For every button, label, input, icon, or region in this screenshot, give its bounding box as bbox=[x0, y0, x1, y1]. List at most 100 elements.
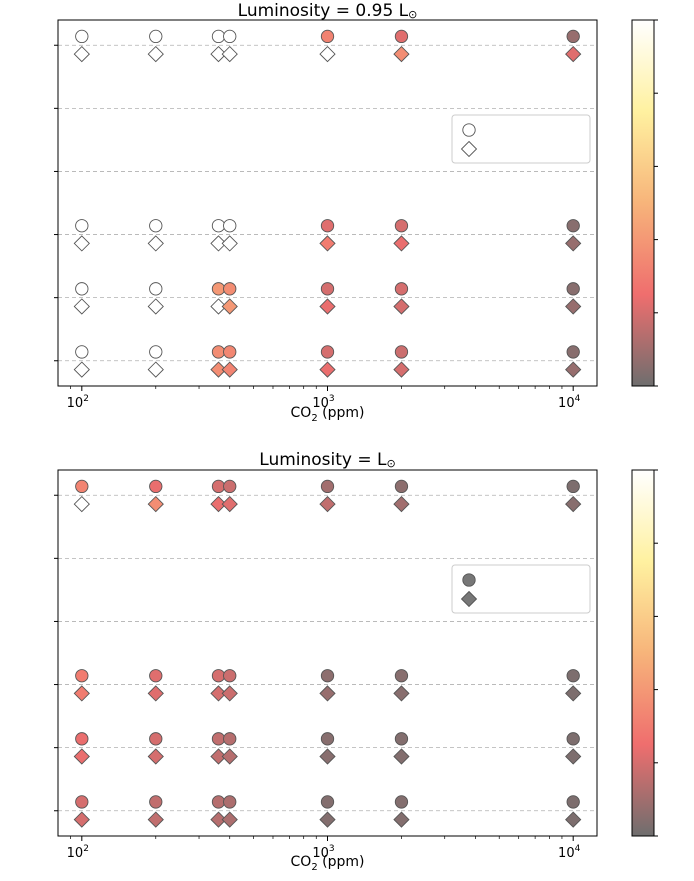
chart-2-rodinia-point bbox=[147, 685, 164, 702]
chart-1-rodinia-point bbox=[393, 298, 410, 315]
chart-2-modern-earth-point bbox=[211, 669, 226, 683]
chart-1-x-axis-label-main: CO bbox=[291, 405, 312, 421]
chart-2-modern-earth-point bbox=[75, 795, 89, 809]
chart-2-rodinia-point bbox=[147, 811, 164, 828]
chart-2-modern-earth-point bbox=[149, 795, 163, 809]
chart-1-rodinia-point bbox=[319, 298, 336, 315]
chart-2-rodinia-point bbox=[73, 748, 90, 765]
chart-2-title: Luminosity = L⊙ bbox=[259, 450, 395, 470]
chart-1-rodinia-point bbox=[147, 361, 164, 378]
chart-2-rodinia-point bbox=[73, 495, 90, 513]
chart-2-rodinia-point bbox=[565, 495, 582, 513]
chart-2-modern-earth-point bbox=[566, 669, 580, 683]
chart-2-modern-earth-point bbox=[566, 479, 580, 494]
chart-1-modern-earth-point bbox=[75, 345, 89, 359]
chart-2-rodinia-point bbox=[565, 811, 582, 828]
chart-1-rodinia-point bbox=[73, 298, 90, 315]
chart-1-modern-earth-point bbox=[394, 29, 409, 44]
chart-1-modern-earth-point bbox=[149, 219, 163, 233]
chart-2-colorbar bbox=[631, 469, 658, 837]
chart-1-x-axis-label-sub: 2 bbox=[311, 413, 317, 424]
chart-2-colorbar-gradient bbox=[631, 469, 655, 837]
chart-1-rodinia-point bbox=[565, 235, 582, 252]
chart-1-rodinia-point bbox=[210, 298, 227, 315]
chart-1-rodinia-point bbox=[393, 45, 410, 63]
chart-1-rodinia-point bbox=[210, 361, 227, 378]
chart-2-rodinia-point bbox=[565, 685, 582, 702]
chart-1-rodinia-point bbox=[319, 361, 336, 378]
chart-1-modern-earth-point bbox=[566, 219, 580, 233]
chart-2-x-tick-label: 104 bbox=[558, 844, 581, 861]
chart-2-modern-earth-point bbox=[223, 795, 237, 809]
chart-1-title-text: Luminosity = 0.95 L bbox=[238, 1, 409, 21]
chart-2-modern-earth-point bbox=[566, 732, 580, 746]
chart-1-plot-area bbox=[58, 20, 597, 386]
chart-1-modern-earth-point bbox=[566, 29, 580, 44]
chart-1-modern-earth-point bbox=[566, 345, 580, 359]
chart-1-modern-earth-point bbox=[211, 345, 226, 359]
chart-1-modern-earth-point bbox=[211, 282, 226, 296]
chart-1-rodinia-point bbox=[147, 235, 164, 252]
chart-2-rodinia-point bbox=[221, 495, 238, 513]
chart-2-x-tick-exp: 4 bbox=[575, 844, 581, 854]
chart-2-modern-earth-point bbox=[320, 669, 335, 683]
chart-1-modern-earth-point bbox=[149, 345, 163, 359]
chart-1-x-tick-base: 10 bbox=[558, 396, 575, 411]
chart-2-legend-box bbox=[451, 564, 591, 614]
chart-1-x-tick-label: 103 bbox=[312, 394, 334, 411]
chart-1-rodinia-point bbox=[73, 45, 90, 63]
chart-1-modern-earth-point bbox=[320, 29, 335, 44]
chart-2-modern-earth-point bbox=[149, 732, 163, 746]
chart-1-rodinia-point bbox=[147, 45, 164, 63]
chart-1-x-axis-label-unit: (ppm) bbox=[318, 405, 365, 421]
chart-1-modern-earth-point bbox=[149, 29, 163, 44]
chart-1-modern-earth-point bbox=[211, 29, 226, 44]
chart-1-title-sun-symbol: ⊙ bbox=[408, 8, 417, 21]
chart-2-legend-rodinia-marker bbox=[460, 590, 478, 608]
chart-1-rodinia-point bbox=[221, 235, 238, 252]
chart-1-rodinia-point bbox=[393, 235, 410, 252]
chart-1-x-tick-exp: 2 bbox=[83, 394, 89, 404]
chart-1-legend-box bbox=[451, 114, 591, 164]
chart-2-rodinia-point bbox=[393, 811, 410, 828]
chart-1-x-tick-label: 104 bbox=[558, 394, 581, 411]
chart-2-modern-earth-point bbox=[394, 669, 409, 683]
chart-2-axes-frame bbox=[57, 469, 598, 837]
chart-2-modern-earth-point bbox=[223, 732, 237, 746]
chart-2-rodinia-point bbox=[210, 811, 227, 828]
chart-1-modern-earth-point bbox=[320, 345, 335, 359]
chart-2-x-tick-label: 102 bbox=[67, 844, 89, 861]
chart-1-modern-earth-point bbox=[320, 219, 335, 233]
chart-2-modern-earth-point bbox=[320, 795, 335, 809]
chart-1-rodinia-point bbox=[147, 298, 164, 315]
chart-1-colorbar bbox=[631, 19, 658, 387]
chart-2-x-axis-label: CO2 (ppm) bbox=[291, 854, 365, 873]
chart-2-x-tick-base: 10 bbox=[312, 846, 329, 861]
chart-2-modern-earth-point bbox=[394, 732, 409, 746]
chart-1-modern-earth-point bbox=[394, 282, 409, 296]
chart-1-modern-earth-point bbox=[75, 282, 89, 296]
chart-2-modern-earth-point bbox=[566, 795, 580, 809]
chart-1-modern-earth-point bbox=[394, 345, 409, 359]
chart-2-rodinia-point bbox=[221, 748, 238, 765]
chart-1-axes-frame bbox=[57, 19, 598, 387]
chart-2-rodinia-point bbox=[319, 748, 336, 765]
chart-2-modern-earth-point bbox=[75, 479, 89, 494]
chart-2-modern-earth-point bbox=[149, 479, 163, 494]
chart-1-legend bbox=[451, 114, 591, 164]
chart-1-x-tick-exp: 4 bbox=[575, 394, 581, 404]
chart-1-modern-earth-point bbox=[75, 219, 89, 233]
chart-2-modern-earth-point bbox=[149, 669, 163, 683]
chart-1-modern-earth-point bbox=[149, 282, 163, 296]
chart-1-rodinia-point bbox=[210, 235, 227, 252]
chart-1-modern-earth-point bbox=[223, 219, 237, 233]
chart-2-x-tick-label: 103 bbox=[312, 844, 334, 861]
chart-1-x-tick-base: 10 bbox=[312, 396, 329, 411]
chart-1-legend-modern-earth-marker bbox=[462, 123, 476, 137]
chart-2-x-axis-label-sub: 2 bbox=[311, 862, 317, 873]
chart-1-modern-earth-point bbox=[394, 219, 409, 233]
